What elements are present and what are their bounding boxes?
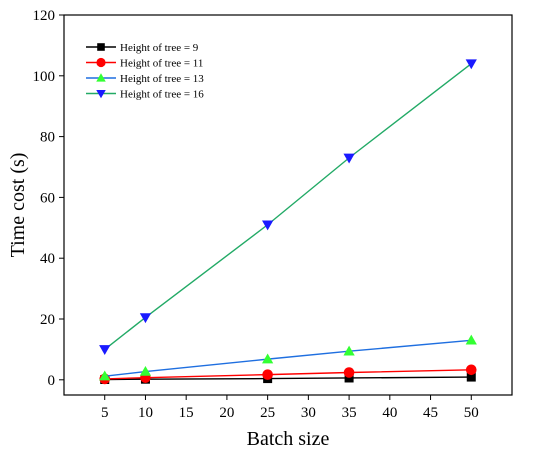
x-tick-label: 45 — [423, 405, 438, 421]
legend: Height of tree = 9 Height of tree = 11 Hei… — [86, 42, 204, 101]
data-point — [343, 153, 355, 164]
y-tick-label: 120 — [33, 8, 56, 24]
legend-label: Height of tree = 11 — [120, 58, 203, 70]
y-tick-label: 100 — [33, 69, 56, 85]
legend-label: Height of tree = 13 — [120, 73, 204, 85]
legend-entry: Height of tree = 9 — [86, 42, 199, 54]
y-tick-label: 0 — [48, 373, 56, 389]
legend-entry: Height of tree = 13 — [86, 73, 204, 85]
series-2 — [99, 364, 477, 385]
plot-frame — [63, 14, 513, 396]
x-tick-label: 5 — [101, 405, 109, 421]
axis-ticks: 5 10 15 20 25 30 35 40 45 50 0 20 40 60 80 100 120 — [33, 8, 479, 421]
data-point — [465, 59, 477, 70]
data-point — [262, 220, 274, 231]
x-tick-label: 20 — [219, 405, 234, 421]
data-point — [344, 373, 354, 383]
data-point — [99, 370, 111, 381]
data-point — [465, 334, 477, 345]
plot-border — [63, 14, 513, 396]
x-tick-label: 30 — [301, 405, 316, 421]
series-4 — [99, 59, 477, 356]
series-layer — [99, 59, 477, 385]
x-tick-label: 10 — [138, 405, 153, 421]
x-tick-label: 35 — [342, 405, 357, 421]
series-3 — [99, 334, 477, 381]
x-tick-label: 25 — [260, 405, 275, 421]
x-tick-label: 40 — [382, 405, 397, 421]
legend-marker — [96, 57, 106, 68]
data-point — [466, 372, 476, 382]
data-point — [262, 369, 273, 380]
y-tick-label: 60 — [40, 190, 55, 206]
data-point — [262, 353, 274, 364]
data-point — [465, 364, 477, 376]
x-axis-label: Batch size — [247, 428, 330, 450]
legend-label: Height of tree = 9 — [120, 42, 199, 54]
x-tick-label: 15 — [179, 405, 194, 421]
legend-entry: Height of tree = 16 — [86, 89, 204, 101]
legend-entry: Height of tree = 11 — [86, 58, 203, 70]
legend-marker — [96, 73, 106, 82]
y-tick-label: 20 — [40, 312, 55, 328]
y-tick-label: 80 — [40, 130, 55, 146]
x-tick-label: 50 — [464, 405, 479, 421]
series-line — [104, 63, 472, 350]
y-axis-label: Time cost (s) — [7, 153, 29, 258]
legend-marker — [97, 43, 105, 51]
data-point — [343, 345, 355, 356]
data-point — [99, 345, 111, 356]
y-tick-label: 40 — [40, 251, 55, 267]
data-point — [139, 313, 152, 324]
data-point — [139, 365, 152, 376]
legend-label: Height of tree = 16 — [120, 89, 204, 101]
legend-marker — [96, 89, 106, 99]
data-point — [343, 367, 355, 378]
